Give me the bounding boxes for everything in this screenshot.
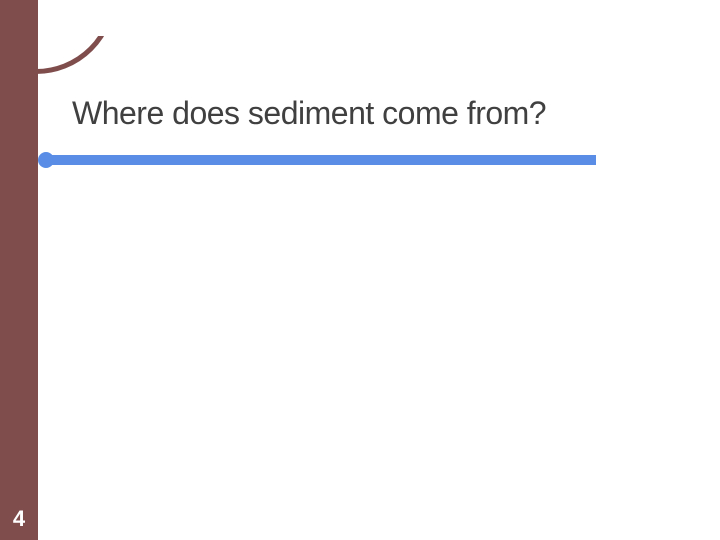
corner-mask-left [0, 0, 38, 200]
underline-bar [46, 155, 596, 165]
slide-title: Where does sediment come from? [72, 94, 546, 132]
title-underline [38, 152, 596, 168]
slide: Where does sediment come from? 4 [0, 0, 720, 540]
page-number: 4 [0, 498, 38, 540]
